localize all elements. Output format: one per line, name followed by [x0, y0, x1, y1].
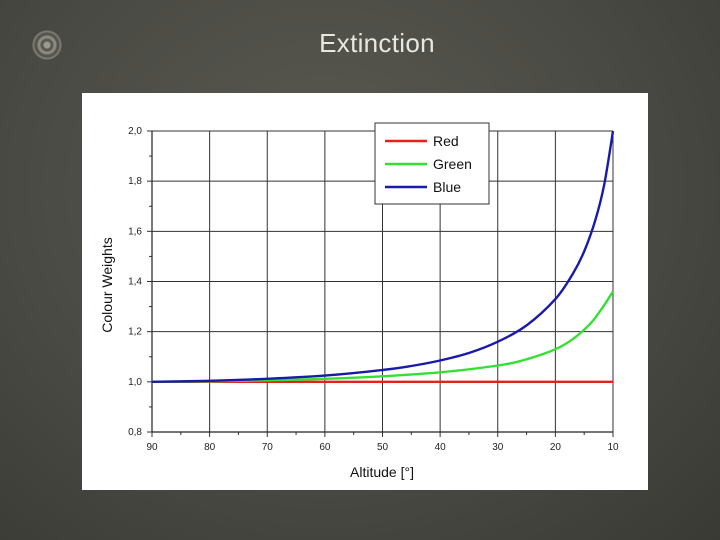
y-axis-label: Colour Weights — [99, 237, 115, 332]
series-line-green — [151, 290, 615, 383]
x-tick-label: 90 — [146, 442, 158, 453]
x-tick-label: 80 — [204, 442, 216, 453]
y-tick-label: 0,8 — [128, 427, 142, 438]
axes — [147, 130, 614, 437]
slide-title: Extinction — [319, 28, 435, 58]
x-tick-label: 20 — [550, 442, 562, 453]
y-tick-label: 1,4 — [128, 277, 142, 288]
legend-label-blue: Blue — [433, 179, 461, 195]
y-tick-label: 1,2 — [128, 327, 142, 338]
x-tick-label: 30 — [492, 442, 504, 453]
x-tick-label: 60 — [319, 442, 331, 453]
y-tick-label: 1,8 — [128, 176, 142, 187]
extinction-chart: 90 80 70 60 50 40 30 20 100,81,01,21,41,61,82,0 … — [99, 122, 619, 480]
series-line-blue — [151, 130, 615, 383]
legend-label-red: Red — [433, 133, 459, 149]
x-axis-label: Altitude [°] — [350, 464, 414, 480]
y-tick-label: 2,0 — [128, 126, 142, 137]
legend-label-green: Green — [433, 156, 472, 172]
legend: Red Green Blue — [374, 122, 490, 205]
x-tick-label: 10 — [607, 442, 619, 453]
series-lines — [151, 130, 615, 383]
concentric-circles-icon — [30, 28, 64, 62]
y-tick-label: 1,0 — [128, 377, 142, 388]
x-tick-label: 70 — [262, 442, 274, 453]
x-tick-label: 40 — [435, 442, 447, 453]
chart-panel: 90 80 70 60 50 40 30 20 10 0,8 1,0 1,2 1,4 1,6 1,8 2,0 … — [82, 93, 648, 490]
x-tick-label: 50 — [377, 442, 389, 453]
tick-labels: 90 80 70 60 50 40 30 20 10 0,8 1,0 1,2 1,4 1,6 1,8 2,0 — [128, 126, 619, 453]
y-tick-label: 1,6 — [128, 226, 142, 237]
